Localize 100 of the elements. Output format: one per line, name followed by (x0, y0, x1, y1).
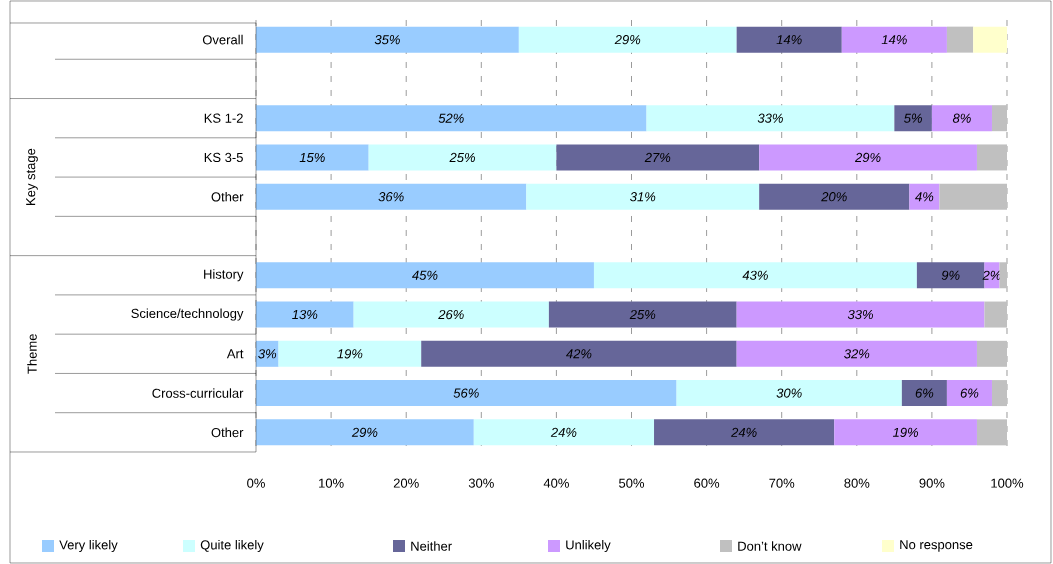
data-label: 43% (742, 270, 768, 280)
bar (736, 301, 985, 328)
bar (984, 301, 1007, 328)
bar (759, 183, 910, 210)
bar (834, 419, 977, 446)
data-label: 36% (378, 192, 404, 202)
x-tick-label: 70% (769, 478, 795, 488)
bar (999, 262, 1007, 289)
legend-label: Neither (411, 541, 452, 551)
data-label: 30% (776, 388, 802, 398)
x-tick-label: 20% (393, 478, 419, 488)
bar (256, 144, 369, 171)
data-label: 5% (904, 113, 922, 123)
y-tick-label: KS 3-5 (204, 152, 243, 163)
x-tick-label: 100% (991, 478, 1024, 488)
x-tick-label: 90% (919, 478, 945, 488)
text: Theme (27, 334, 37, 374)
bar (421, 340, 737, 367)
bar (939, 183, 1007, 210)
bar (256, 380, 677, 407)
bar (556, 144, 760, 171)
bar (759, 144, 977, 171)
x-tick-label: 30% (468, 478, 494, 488)
y-tick-label: Cross-curricular (152, 388, 244, 398)
data-label: 45% (412, 270, 438, 280)
data-label: 14% (881, 35, 907, 45)
bar (736, 26, 842, 53)
bar (593, 262, 917, 289)
data-label: 3% (258, 349, 277, 359)
data-label: 6% (915, 388, 934, 398)
data-label: 33% (757, 113, 783, 123)
bar (676, 380, 902, 407)
legend-label: Very likely (59, 539, 118, 553)
data-label: 25% (629, 309, 656, 320)
data-label: 19% (892, 427, 919, 437)
bar (946, 26, 974, 53)
bar (894, 105, 932, 132)
bar (991, 380, 1007, 407)
data-label: 14% (776, 35, 802, 45)
text: Key stage (26, 148, 38, 205)
bar (473, 419, 655, 446)
x-tick-label: 50% (619, 478, 645, 488)
bar (973, 26, 1007, 53)
y-tick-label: Science/technology (131, 308, 244, 321)
data-label: 32% (844, 349, 870, 359)
data-label: 9% (941, 270, 960, 280)
x-tick-label: 10% (319, 478, 344, 488)
legend-label: Quite likely (200, 539, 264, 553)
bar (278, 340, 422, 367)
bar (256, 183, 527, 210)
y-tick-label: Other (211, 427, 244, 438)
bar (991, 105, 1007, 132)
x-tick-label: 0% (247, 478, 265, 488)
data-label: 27% (644, 152, 671, 163)
y-tick-label: Other (211, 191, 244, 202)
legend-label: No response (900, 540, 973, 552)
data-label: 29% (854, 152, 881, 163)
data-label: 29% (351, 427, 378, 437)
data-label: 26% (438, 309, 464, 320)
bar (368, 144, 557, 171)
data-label: 56% (453, 388, 479, 398)
legend-label: Don’t know (738, 541, 802, 551)
y-tick-label: KS 1-2 (204, 113, 243, 123)
data-label: 52% (438, 113, 464, 123)
bar (548, 301, 737, 328)
legend-label: Unlikely (566, 539, 611, 553)
bar (946, 380, 992, 407)
data-label: 19% (337, 349, 363, 359)
data-label: 42% (566, 349, 592, 359)
bar (736, 340, 977, 367)
data-label: 25% (449, 152, 475, 163)
data-label: 29% (614, 35, 641, 45)
data-label: 20% (821, 192, 847, 202)
bar (841, 26, 947, 53)
data-label: 13% (292, 309, 318, 320)
x-tick-label: 40% (543, 478, 569, 488)
y-tick-label: Overall (202, 34, 243, 45)
data-label: 4% (915, 192, 934, 202)
data-label: 6% (960, 388, 979, 398)
bar (976, 419, 1007, 446)
data-label: 31% (630, 192, 656, 202)
bar (256, 301, 354, 328)
bar (256, 105, 647, 132)
data-label: 8% (952, 113, 971, 123)
x-tick-label: 80% (844, 478, 870, 488)
data-label: 24% (731, 427, 757, 437)
bar (654, 419, 835, 446)
bar (901, 380, 947, 407)
bar (256, 419, 474, 446)
data-label: 35% (374, 35, 400, 45)
bar (353, 301, 549, 328)
y-tick-label: Art (226, 349, 244, 359)
bar (976, 144, 1007, 171)
bar (931, 105, 992, 132)
y-tick-label: History (204, 269, 244, 282)
bar (256, 262, 594, 289)
data-label: 33% (847, 309, 873, 320)
bar (256, 26, 519, 53)
data-label: 15% (299, 152, 325, 163)
bar (646, 105, 895, 132)
